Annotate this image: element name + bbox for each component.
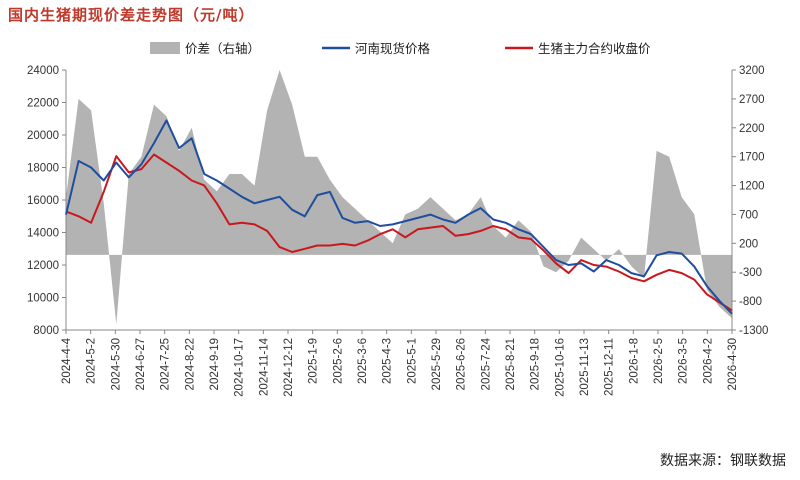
right-tick-label: 2700 [739, 94, 765, 106]
x-tick-label: 2025-6-26 [456, 338, 468, 390]
x-tick-label: 2026-4-30 [727, 338, 739, 390]
left-tick-label: 10000 [27, 293, 59, 305]
x-tick-label: 2025-5-1 [406, 338, 418, 384]
data-source: 数据来源：钢联数据 [660, 453, 786, 469]
right-tick-label: 200 [739, 238, 758, 250]
right-tick-label: -800 [739, 296, 762, 308]
chart-title: 国内生猪期现价差走势图（元/吨） [8, 6, 255, 24]
x-tick-label: 2025-3-6 [357, 338, 369, 384]
spread-area [66, 70, 732, 325]
x-tick-label: 2024-12-12 [283, 338, 295, 397]
legend-label-spot: 河南现货价格 [355, 41, 431, 56]
right-tick-label: 3200 [739, 65, 765, 77]
x-tick-label: 2024-10-17 [234, 338, 246, 397]
x-tick-label: 2024-9-19 [209, 338, 221, 390]
left-tick-label: 22000 [27, 98, 59, 110]
left-tick-label: 14000 [27, 228, 59, 240]
right-tick-label: -1300 [739, 325, 768, 337]
x-tick-label: 2024-6-27 [135, 338, 147, 390]
x-tick-label: 2026-4-2 [702, 338, 714, 384]
x-tick-label: 2024-4-4 [61, 337, 73, 384]
x-tick-label: 2024-5-2 [86, 338, 98, 384]
x-tick-label: 2024-5-30 [110, 338, 122, 390]
x-tick-label: 2025-12-11 [604, 338, 616, 396]
plot-area: 8000 10000 12000 14000 16000 18000 20000 22000 2… [27, 65, 768, 397]
left-tick-label: 8000 [33, 325, 59, 337]
right-tick-label: 1700 [739, 152, 765, 164]
right-tick-label: 2200 [739, 123, 765, 135]
x-tick-label: 2026-1-8 [628, 338, 640, 384]
x-tick-label: 2024-8-22 [184, 338, 196, 390]
legend-label-futures: 生猪主力合约收盘价 [538, 41, 651, 56]
left-tick-label: 18000 [27, 163, 59, 175]
right-tick-label: 700 [739, 209, 758, 221]
x-tick-label: 2025-7-24 [480, 337, 492, 390]
x-tick-label: 2025-10-16 [554, 338, 566, 397]
x-tick-label: 2025-8-21 [505, 338, 517, 390]
x-tick-label: 2024-11-14 [258, 337, 270, 396]
x-tick-label: 2026-2-5 [653, 338, 665, 384]
left-tick-label: 24000 [27, 65, 59, 77]
x-tick-label: 2025-5-29 [431, 338, 443, 390]
x-tick-label: 2025-9-18 [530, 338, 542, 390]
right-tick-label: -300 [739, 267, 762, 279]
x-tick-label: 2025-2-6 [332, 338, 344, 384]
x-tick-label: 2025-4-3 [382, 338, 394, 384]
left-tick-label: 16000 [27, 195, 59, 207]
legend: 价差（右轴） 河南现货价格 生猪主力合约收盘价 [150, 41, 651, 56]
right-tick-label: 1200 [739, 181, 765, 193]
left-tick-label: 20000 [27, 130, 59, 142]
spot-henan-line [65, 119, 733, 315]
legend-swatch-spread [150, 42, 180, 54]
legend-label-spread: 价差（右轴） [185, 41, 260, 56]
x-tick-label: 2025-1-9 [308, 338, 320, 384]
futures-main-line [65, 153, 733, 312]
x-tick-label: 2024-7-25 [160, 338, 172, 390]
x-tick-label: 2026-3-5 [678, 338, 690, 384]
x-tick-label: 2025-11-13 [579, 338, 591, 396]
left-tick-label: 12000 [27, 260, 59, 272]
